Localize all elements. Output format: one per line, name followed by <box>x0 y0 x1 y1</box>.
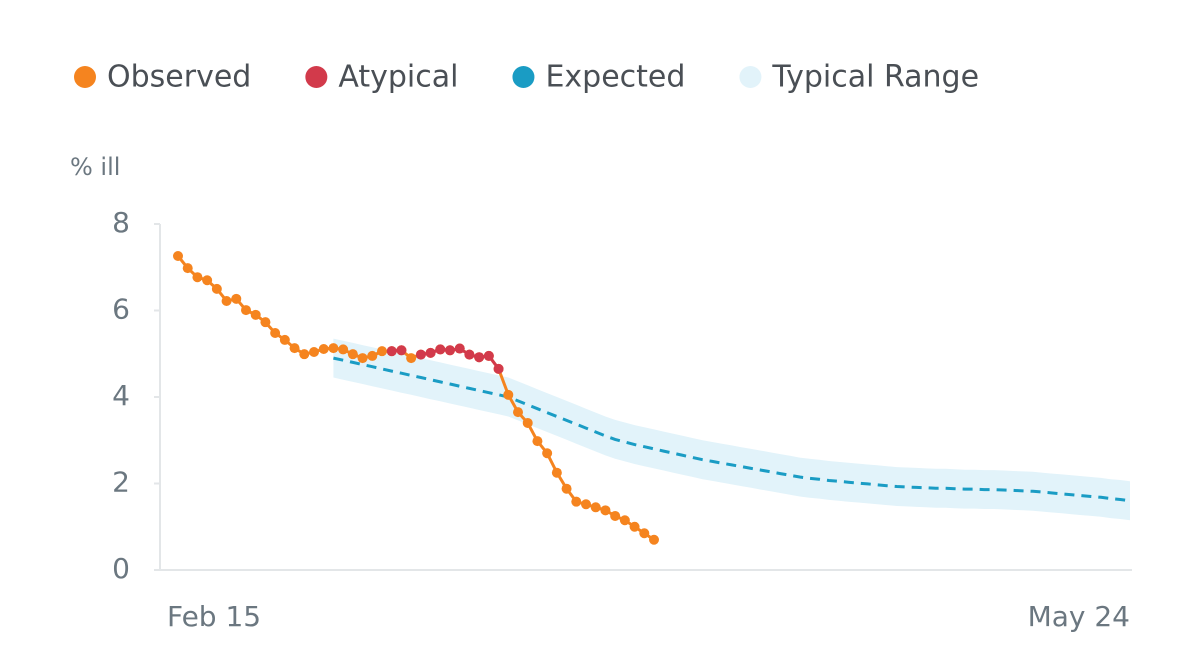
legend-label: Observed <box>107 60 251 95</box>
data-point <box>347 349 358 360</box>
data-point <box>415 349 426 360</box>
data-point <box>289 343 300 354</box>
data-point <box>435 344 446 355</box>
y-tick-label: 0 <box>112 552 130 585</box>
expected-line <box>333 356 1131 503</box>
data-point <box>532 436 543 447</box>
legend-label: Typical Range <box>771 60 979 95</box>
legend-marker <box>74 66 96 88</box>
data-point <box>250 309 261 320</box>
data-point <box>406 353 417 364</box>
x-tick-label: Feb 15 <box>167 600 261 633</box>
data-point <box>386 346 397 357</box>
data-point <box>279 334 290 345</box>
legend: Observed Atypical Expected Typical Range <box>74 60 979 95</box>
data-point <box>299 349 310 360</box>
data-point <box>318 343 329 354</box>
data-point <box>639 528 650 539</box>
data-point <box>581 499 591 510</box>
data-point <box>211 283 222 294</box>
data-point <box>221 295 232 306</box>
data-point <box>542 448 553 459</box>
legend-marker <box>512 66 535 88</box>
data-point <box>241 305 251 316</box>
data-point <box>649 534 659 545</box>
data-point <box>454 343 465 354</box>
series-line <box>176 255 655 541</box>
data-point <box>474 352 485 363</box>
y-tick-label: 8 <box>112 206 130 239</box>
y-tick-label: 4 <box>112 379 130 412</box>
y-axis-title: % ill <box>70 153 120 181</box>
data-point <box>182 263 193 274</box>
data-point <box>377 346 387 357</box>
data-point <box>483 350 494 361</box>
data-point <box>600 505 611 516</box>
data-point <box>357 353 368 364</box>
data-point <box>338 344 349 355</box>
data-point <box>367 350 378 361</box>
data-point <box>202 275 213 286</box>
data-point <box>231 293 242 304</box>
legend-marker <box>305 66 328 88</box>
data-point <box>561 483 572 494</box>
data-point <box>610 510 621 521</box>
data-point <box>551 467 562 478</box>
plot-area <box>173 251 1131 545</box>
y-tick-label: 2 <box>112 466 130 499</box>
data-point <box>571 496 582 507</box>
legend-label: Expected <box>545 60 685 95</box>
data-point <box>464 349 475 360</box>
data-point <box>309 347 319 358</box>
data-point <box>173 251 183 262</box>
data-point <box>425 347 436 358</box>
data-point <box>260 317 271 328</box>
typical-range-band <box>333 338 1130 521</box>
data-point <box>192 272 203 283</box>
data-point <box>503 389 514 400</box>
data-point <box>396 345 407 356</box>
data-point <box>445 345 455 356</box>
data-point <box>270 327 281 338</box>
data-point <box>513 407 523 418</box>
legend-label: Atypical <box>338 60 458 95</box>
data-point <box>619 515 630 526</box>
data-point <box>590 502 601 513</box>
data-point <box>522 417 533 428</box>
x-tick-label: May 24 <box>1028 600 1130 633</box>
data-point <box>493 363 504 374</box>
data-point <box>328 343 339 354</box>
data-point <box>629 521 640 532</box>
legend-marker <box>739 66 762 88</box>
y-tick-label: 6 <box>112 293 130 326</box>
